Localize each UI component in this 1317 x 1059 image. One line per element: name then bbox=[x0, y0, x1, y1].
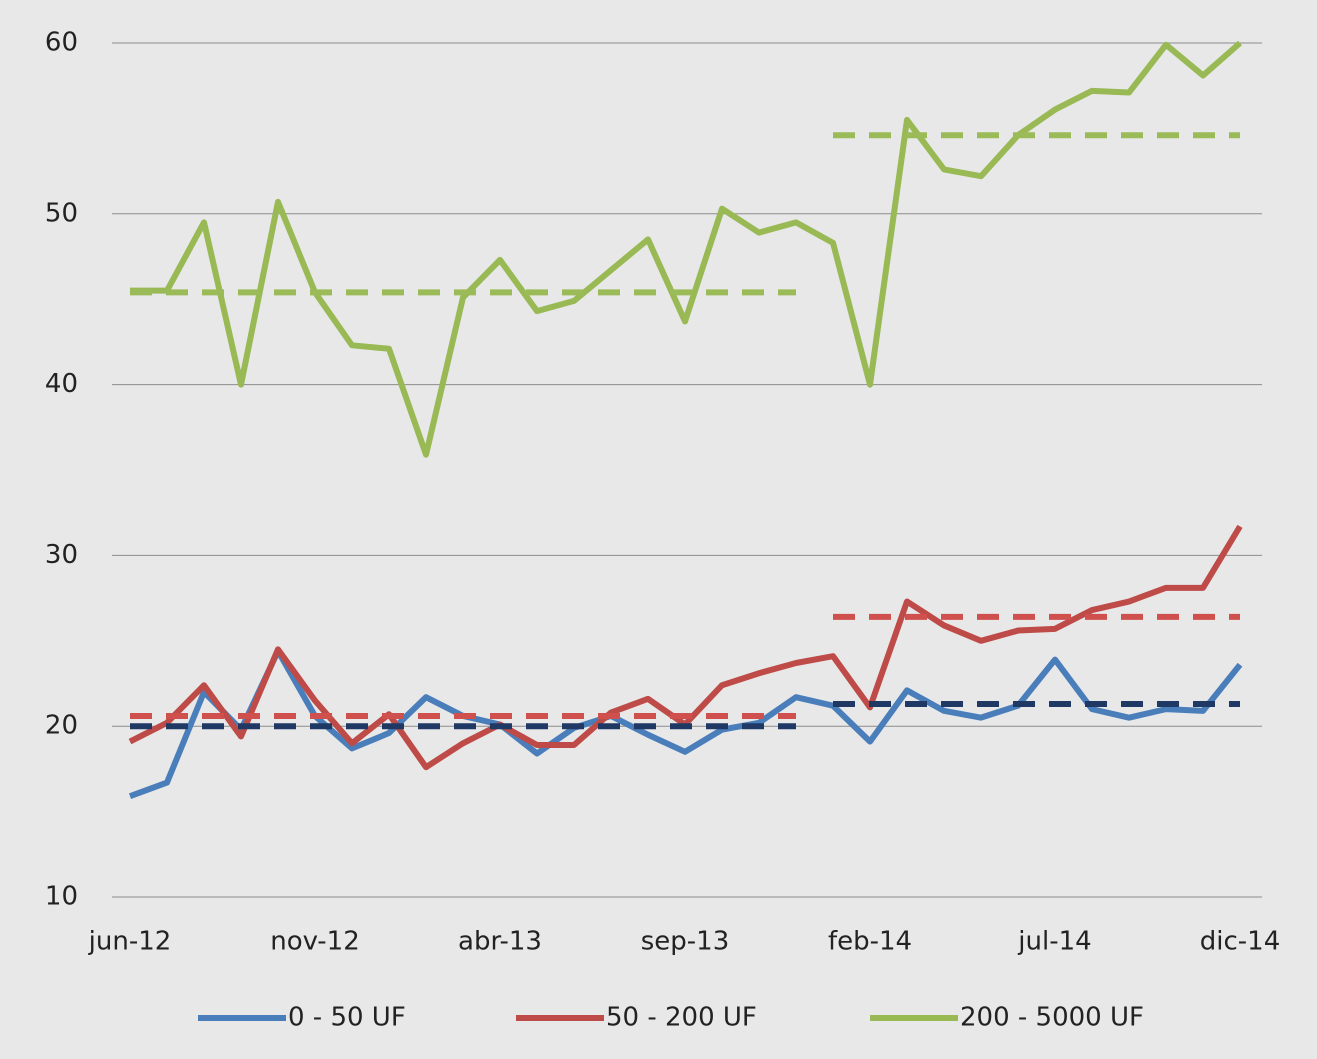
legend-label: 0 - 50 UF bbox=[288, 1003, 406, 1033]
y-tick-label: 20 bbox=[45, 711, 78, 741]
x-tick-label: jul-14 bbox=[1017, 927, 1091, 957]
legend-label: 200 - 5000 UF bbox=[960, 1003, 1144, 1033]
y-tick-label: 60 bbox=[45, 28, 78, 58]
y-tick-label: 10 bbox=[45, 882, 78, 912]
y-tick-label: 40 bbox=[45, 369, 78, 399]
x-tick-label: feb-14 bbox=[828, 927, 912, 957]
x-tick-label: sep-13 bbox=[641, 927, 730, 957]
x-tick-label: nov-12 bbox=[270, 927, 360, 957]
x-tick-label: jun-12 bbox=[88, 927, 172, 957]
x-tick-label: dic-14 bbox=[1200, 927, 1281, 957]
y-tick-label: 30 bbox=[45, 540, 78, 570]
y-tick-label: 50 bbox=[45, 198, 78, 228]
x-tick-label: abr-13 bbox=[458, 927, 542, 957]
legend-label: 50 - 200 UF bbox=[606, 1003, 757, 1033]
